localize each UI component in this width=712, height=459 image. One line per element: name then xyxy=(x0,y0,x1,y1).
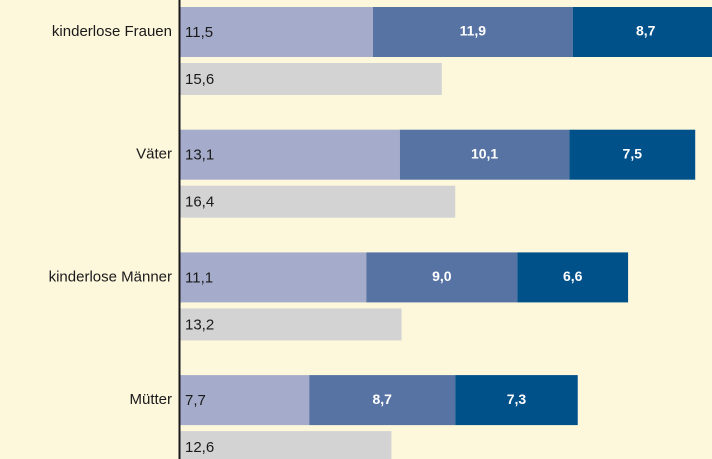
bar-segment xyxy=(366,252,518,303)
value-label: 8,7 xyxy=(372,391,392,407)
value-label: 12,6 xyxy=(185,439,214,456)
value-label: 8,7 xyxy=(636,23,656,39)
value-label: 11,1 xyxy=(185,269,213,286)
value-label: 15,6 xyxy=(185,71,214,88)
category-label: kinderlose Männer xyxy=(49,268,172,285)
bar-segment xyxy=(372,7,573,57)
value-label: 11,9 xyxy=(460,23,487,39)
bar-segment xyxy=(180,252,367,303)
category-label: kinderlose Frauen xyxy=(52,23,172,40)
category-label: Mütter xyxy=(129,391,172,408)
bar-segment xyxy=(180,129,400,180)
value-label: 7,7 xyxy=(185,392,206,409)
comparison-bar xyxy=(180,308,402,341)
comparison-bar xyxy=(180,185,456,218)
value-label: 10,1 xyxy=(471,145,498,161)
bar-segment xyxy=(572,7,712,57)
value-label: 9,0 xyxy=(432,268,452,284)
value-label: 13,2 xyxy=(185,316,214,333)
bar-segment xyxy=(180,375,310,426)
bar-segment xyxy=(455,375,578,426)
bar-segment xyxy=(399,129,570,180)
plot-area: 11,9 8,7 10,1 7,5 9,0 6,6 8,7 7,3 xyxy=(180,7,712,459)
category-label: Väter xyxy=(136,146,172,163)
value-label: 7,5 xyxy=(623,145,643,161)
value-label: 13,1 xyxy=(185,147,214,164)
bar-segment xyxy=(309,375,456,426)
bar-segment xyxy=(517,252,629,303)
value-label: 7,3 xyxy=(507,391,527,407)
value-label: 6,6 xyxy=(563,268,583,284)
comparison-bar xyxy=(180,431,392,459)
comparison-bar xyxy=(180,63,442,95)
bar-segment xyxy=(569,129,696,180)
value-label: 16,4 xyxy=(185,194,214,211)
bar-segment xyxy=(180,7,373,57)
value-label: 11,5 xyxy=(185,24,213,41)
